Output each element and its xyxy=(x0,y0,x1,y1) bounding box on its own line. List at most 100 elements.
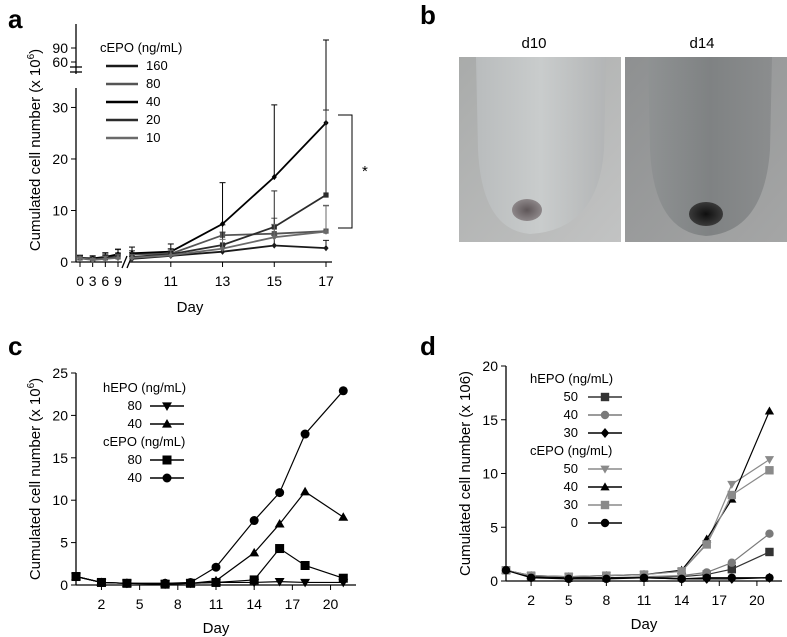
legend-label: 30 xyxy=(564,497,578,512)
legend-title-hepo: hEPO (ng/mL) xyxy=(530,371,613,386)
tube-d14 xyxy=(648,57,772,236)
legend-label: 40 xyxy=(564,407,578,422)
data-point xyxy=(160,578,170,588)
data-point xyxy=(249,516,259,526)
x-tick-label: 17 xyxy=(285,596,301,612)
data-point xyxy=(168,252,174,259)
data-point xyxy=(71,572,81,582)
legend-marker xyxy=(600,427,610,439)
data-point xyxy=(501,566,511,575)
data-point xyxy=(727,573,737,582)
series-line-10-early xyxy=(79,256,119,261)
photo-label-d10: d10 xyxy=(521,35,546,52)
significance-bracket xyxy=(338,114,353,229)
x-tick-label: 2 xyxy=(98,596,106,612)
data-point xyxy=(275,488,285,498)
data-point xyxy=(211,562,221,572)
legend-label: 30 xyxy=(564,425,578,440)
x-tick-label: 15 xyxy=(266,273,282,289)
x-axis-label: Day xyxy=(631,616,658,633)
significance-label: * xyxy=(362,163,368,180)
data-point xyxy=(765,466,774,475)
data-point xyxy=(765,547,774,557)
data-point xyxy=(677,567,686,576)
y-tick-label: 20 xyxy=(482,358,498,374)
y-tick-label: 5 xyxy=(490,519,498,535)
data-point xyxy=(602,574,611,584)
legend-marker xyxy=(600,500,610,510)
y-tick-label: 10 xyxy=(52,492,68,508)
series-line-cEPO-40 xyxy=(75,390,344,584)
data-point xyxy=(323,192,329,198)
data-point xyxy=(727,564,737,574)
data-point xyxy=(219,245,226,252)
y-tick-label: 15 xyxy=(482,412,498,428)
legend-label: 80 xyxy=(128,398,142,413)
x-tick-label: 11 xyxy=(637,592,652,608)
y-tick-label: 20 xyxy=(52,407,68,423)
y-axis-label: Cumulated cell number (x 106) xyxy=(26,49,44,251)
x-axis-label: Day xyxy=(203,620,230,637)
y-tick-label: 10 xyxy=(52,202,68,218)
legend-marker xyxy=(600,392,610,402)
data-point xyxy=(300,560,310,570)
data-point xyxy=(677,574,686,584)
x-tick-label: 11 xyxy=(164,273,179,289)
data-point xyxy=(727,490,737,500)
legend-marker xyxy=(162,455,172,465)
panel-letter-b: b xyxy=(420,0,436,30)
data-point xyxy=(96,577,106,587)
x-break-mark xyxy=(121,255,128,269)
legend-label: 40 xyxy=(146,94,160,109)
data-point xyxy=(764,456,775,465)
x-tick-label: 20 xyxy=(749,592,765,608)
data-point xyxy=(300,486,311,496)
x-tick-label: 2 xyxy=(527,592,535,608)
data-point xyxy=(765,573,774,582)
y-tick-label: 0 xyxy=(490,573,498,589)
y-tick-label: 30 xyxy=(52,99,68,115)
panel-letter-d: d xyxy=(420,331,436,361)
x-tick-label: 8 xyxy=(602,592,610,608)
legend-label: 20 xyxy=(146,112,160,127)
x-tick-label: 17 xyxy=(711,592,727,608)
data-point xyxy=(526,573,536,582)
panel-letter-c: c xyxy=(8,331,22,361)
data-point xyxy=(323,228,329,235)
x-tick-label: 5 xyxy=(565,592,573,608)
x-tick-label: 8 xyxy=(174,596,182,612)
data-point xyxy=(764,406,775,415)
x-tick-label: 5 xyxy=(136,596,144,612)
data-point xyxy=(338,573,348,583)
x-tick-label: 11 xyxy=(209,596,224,612)
data-point xyxy=(186,577,196,587)
y-tick-label: 20 xyxy=(52,151,68,167)
legend-marker xyxy=(162,419,172,428)
data-point xyxy=(271,242,277,249)
data-point xyxy=(275,544,285,554)
x-tick-label: 13 xyxy=(215,273,231,289)
legend-marker xyxy=(600,410,610,420)
data-point xyxy=(727,558,737,567)
series-line-40 xyxy=(131,122,327,255)
legend-label: 40 xyxy=(128,416,142,431)
data-point xyxy=(727,480,737,489)
y-axis-label: Cumulated cell number (x 106) xyxy=(457,371,474,576)
panel-letter-a: a xyxy=(8,4,23,34)
legend-title-cepo: cEPO (ng/mL) xyxy=(103,434,185,449)
x-tick-label: 0 xyxy=(76,273,84,289)
data-point xyxy=(115,254,121,261)
x-tick-label: 20 xyxy=(323,596,339,612)
legend-title-hepo: hEPO (ng/mL) xyxy=(103,380,186,395)
x-tick-label: 9 xyxy=(114,273,122,289)
y-tick-label: 25 xyxy=(52,365,68,381)
legend-label: 160 xyxy=(146,58,168,73)
legend-label: 80 xyxy=(146,76,160,91)
data-point xyxy=(300,429,310,439)
y-tick-label: 0 xyxy=(60,254,68,270)
data-point xyxy=(702,573,711,582)
data-point xyxy=(122,578,132,588)
